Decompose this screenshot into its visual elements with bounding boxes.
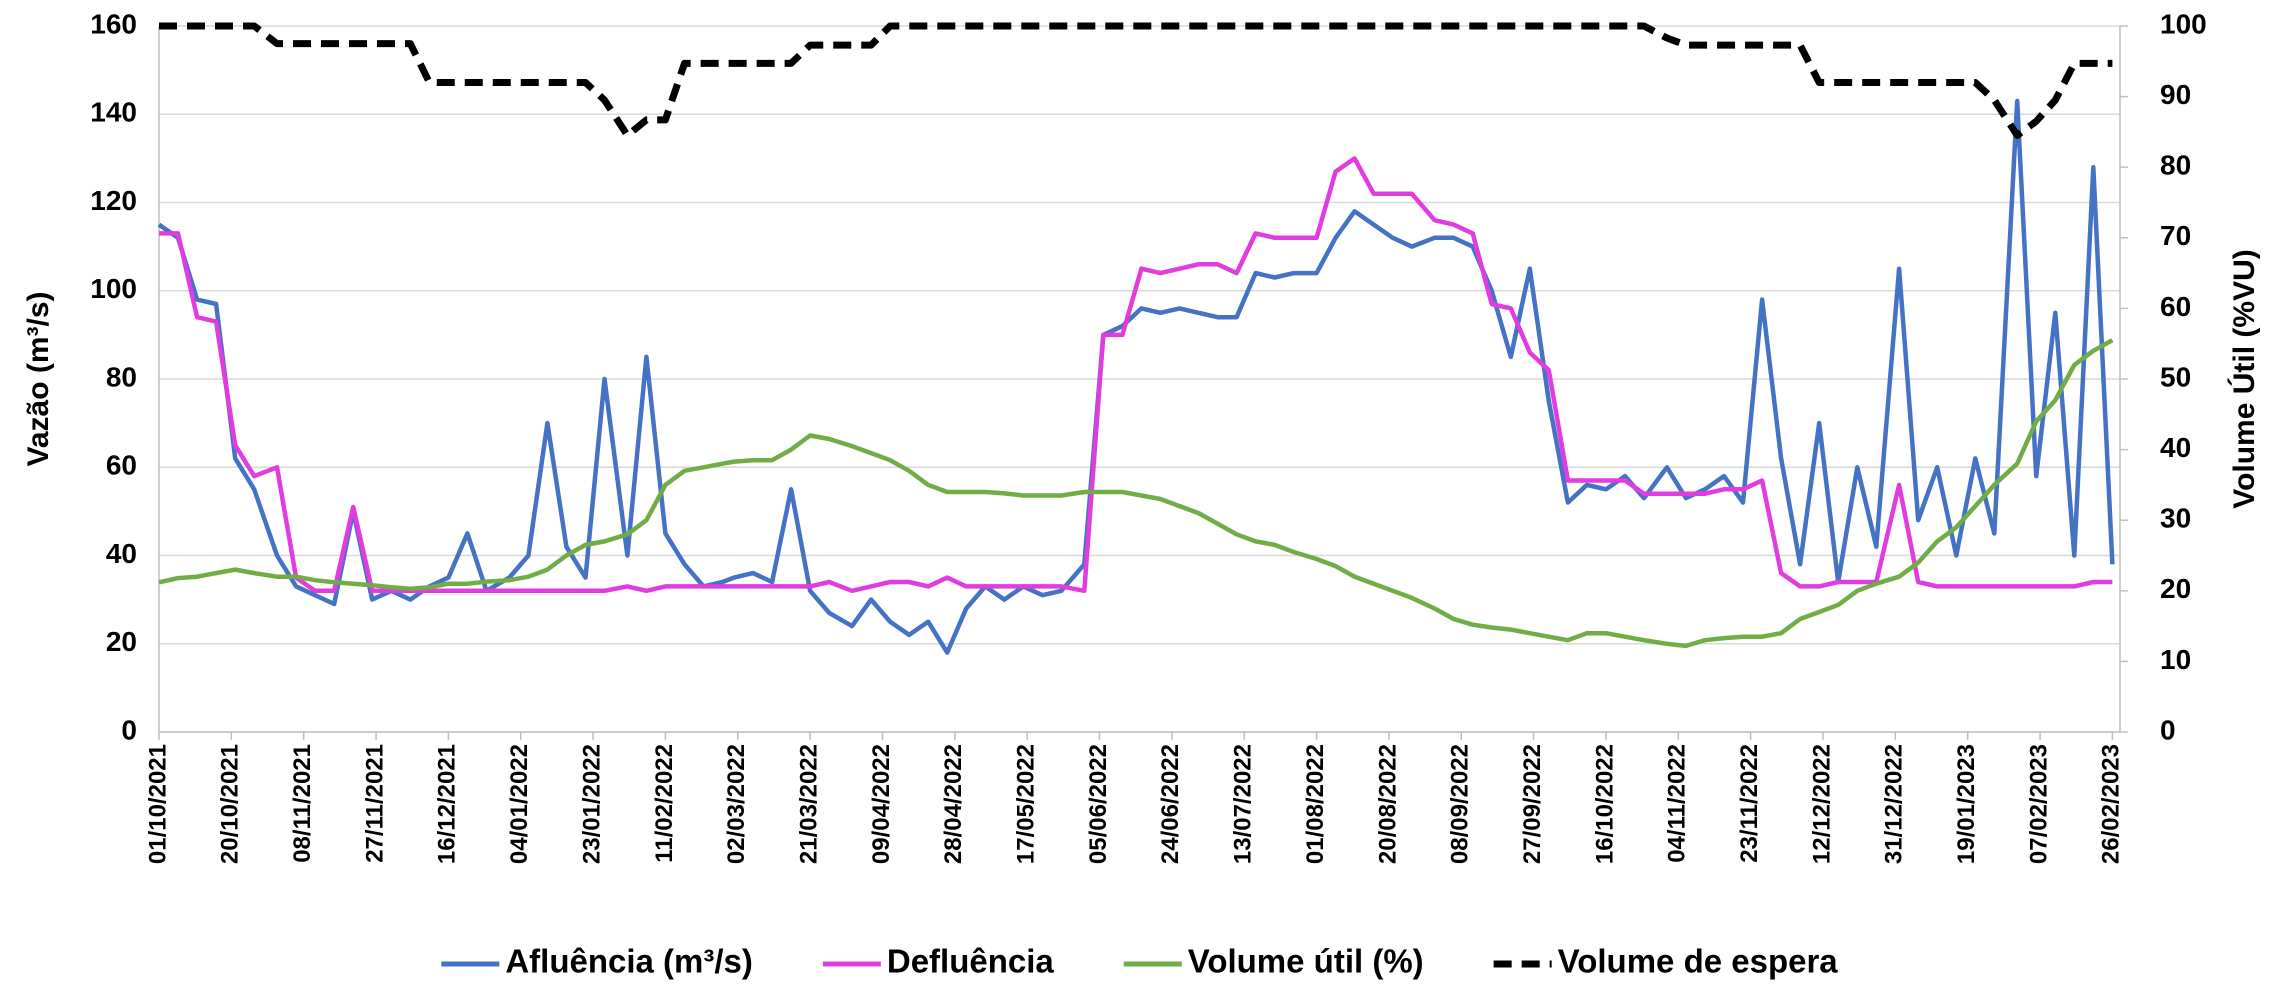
series-line (159, 22, 2113, 139)
x-tick-label: 11/02/2022 (651, 744, 678, 863)
x-tick-label: 28/04/2022 (940, 744, 967, 864)
x-tick-label: 08/11/2021 (289, 744, 316, 863)
legend-label: Defluência (887, 943, 1055, 980)
series-line (159, 156, 2113, 594)
x-tick-label: 16/12/2021 (434, 744, 461, 864)
y-tick-label: 80 (106, 361, 137, 392)
legend-label: Volume útil (%) (1188, 943, 1424, 980)
legend-item: Afluência (m³/s) (441, 943, 753, 980)
y-tick-label: 140 (90, 97, 137, 128)
x-tick-label: 23/11/2022 (1736, 744, 1763, 863)
legend-item: Volume de espera (1493, 943, 1839, 980)
legend: Afluência (m³/s) Defluência Volume útil (%… (441, 943, 1838, 980)
y2-tick-label: 40 (2160, 432, 2191, 463)
x-tick-label: 01/10/2021 (144, 744, 171, 864)
x-tick-label: 20/08/2022 (1374, 744, 1401, 864)
y2-tick-label: 60 (2160, 291, 2191, 322)
x-tick-label: 23/01/2022 (578, 744, 605, 864)
x-tick-label: 16/10/2022 (1591, 744, 1618, 864)
y2-tick-label: 80 (2160, 150, 2191, 181)
legend-label: Volume de espera (1558, 943, 1839, 980)
y2-tick-label: 50 (2160, 361, 2191, 392)
x-tick-label: 27/11/2021 (361, 744, 388, 863)
x-tick-label: 09/04/2022 (868, 744, 895, 864)
x-tick-label: 02/03/2022 (723, 744, 750, 864)
x-tick-label: 08/09/2022 (1447, 744, 1474, 864)
y-tick-label: 120 (90, 185, 137, 216)
y2-tick-label: 90 (2160, 79, 2191, 110)
x-tick-label: 26/02/2023 (2098, 744, 2125, 864)
y-tick-label: 40 (106, 538, 137, 569)
x-tick-label: 04/01/2022 (506, 744, 533, 864)
legend-item: Defluência (822, 943, 1055, 980)
x-tick-label: 01/08/2022 (1302, 744, 1329, 864)
y-tick-label: 160 (90, 8, 137, 39)
y2-tick-label: 20 (2160, 573, 2191, 604)
y-tick-label: 100 (90, 273, 137, 304)
y-tick-label: 0 (121, 714, 137, 745)
x-tick-label: 20/10/2021 (217, 744, 244, 864)
x-tick-label: 19/01/2023 (1953, 744, 1980, 864)
x-tick-label: 21/03/2022 (795, 744, 822, 864)
x-tick-label: 05/06/2022 (1085, 744, 1112, 864)
y2-tick-label: 10 (2160, 644, 2191, 675)
x-tick-label: 07/02/2023 (2025, 744, 2052, 864)
series-line (158, 338, 2114, 649)
y-tick-label: 60 (106, 450, 137, 481)
y2-tick-label: 0 (2160, 714, 2176, 745)
y2-axis-title: Volume Útil (%VU) (2227, 249, 2261, 508)
y-axis-title: Vazão (m³/s) (22, 291, 55, 466)
x-tick-label: 27/09/2022 (1519, 744, 1546, 864)
x-tick-label: 24/06/2022 (1157, 744, 1184, 864)
y-tick-label: 20 (106, 626, 137, 657)
x-tick-label: 17/05/2022 (1013, 744, 1040, 864)
series-line (157, 98, 2115, 655)
y2-tick-label: 70 (2160, 220, 2191, 251)
x-tick-label: 13/07/2022 (1230, 744, 1257, 864)
y2-tick-label: 30 (2160, 503, 2191, 534)
x-tick-label: 04/11/2022 (1664, 744, 1691, 863)
legend-item: Volume útil (%) (1123, 943, 1424, 980)
x-tick-label: 12/12/2022 (1808, 744, 1835, 864)
legend-label: Afluência (m³/s) (505, 943, 753, 980)
y2-tick-label: 100 (2160, 8, 2207, 39)
x-tick-label: 31/12/2022 (1881, 744, 1908, 864)
